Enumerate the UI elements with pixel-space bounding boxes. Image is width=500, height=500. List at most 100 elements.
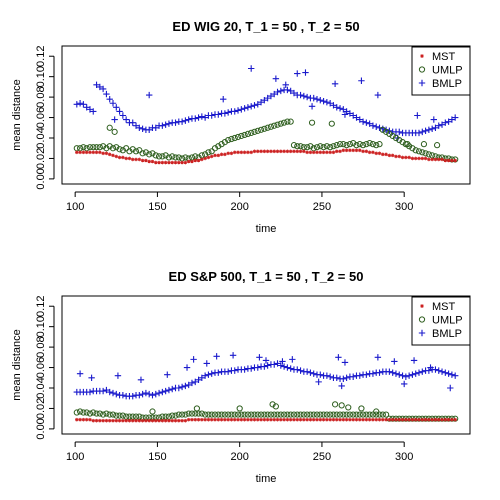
point-mst (128, 419, 132, 423)
point-bmlp (370, 370, 376, 376)
point-bmlp (111, 116, 117, 122)
point-mst (161, 161, 165, 165)
point-mst (434, 418, 438, 422)
point-mst (361, 418, 365, 422)
point-mst (325, 151, 329, 155)
point-bmlp (302, 69, 308, 75)
x-axis-label: time (256, 223, 277, 235)
point-mst (282, 149, 286, 153)
point-bmlp (350, 374, 356, 380)
point-umlp (281, 120, 286, 125)
point-bmlp (294, 70, 300, 76)
point-mst (177, 161, 181, 165)
point-bmlp (115, 373, 121, 379)
point-bmlp (159, 123, 165, 129)
point-mst (233, 151, 237, 155)
point-umlp (305, 145, 310, 150)
point-mst (141, 419, 145, 423)
point-mst (407, 156, 411, 160)
point-bmlp (113, 104, 119, 110)
point-mst (121, 419, 125, 423)
point-mst (315, 418, 319, 422)
point-mst (200, 418, 204, 422)
point-mst (404, 418, 408, 422)
point-bmlp (192, 115, 198, 121)
point-bmlp (283, 82, 289, 88)
point-umlp (209, 149, 214, 154)
point-mst (322, 151, 326, 155)
point-bmlp (324, 373, 330, 379)
point-umlp (110, 412, 115, 417)
y-tick-label: 0.12 (35, 46, 47, 67)
point-bmlp (399, 373, 405, 379)
point-mst (420, 418, 424, 422)
point-mst (312, 151, 316, 155)
x-tick-label: 200 (230, 201, 248, 213)
point-bmlp (130, 393, 136, 399)
point-mst (240, 418, 244, 422)
point-umlp (173, 413, 178, 418)
point-mst (105, 419, 109, 423)
point-bmlp (123, 116, 129, 122)
point-bmlp (436, 367, 442, 373)
point-mst (345, 418, 349, 422)
point-umlp (347, 142, 352, 147)
point-mst (108, 419, 112, 423)
legend-label-mst: MST (432, 51, 456, 63)
point-bmlp (195, 114, 201, 120)
point-bmlp (396, 129, 402, 135)
point-mst (437, 418, 441, 422)
point-mst (170, 161, 174, 165)
point-mst (91, 151, 95, 155)
point-mst (184, 161, 188, 165)
point-mst (124, 157, 128, 161)
point-mst (444, 159, 448, 163)
y-tick-label: 0.00 (35, 168, 47, 189)
point-umlp (242, 132, 247, 137)
point-mst (249, 418, 253, 422)
point-bmlp (324, 99, 330, 105)
point-umlp (183, 412, 188, 417)
point-mst (414, 418, 418, 422)
point-bmlp (337, 105, 343, 111)
point-bmlp (120, 392, 126, 398)
point-umlp (298, 144, 303, 149)
point-mst (128, 157, 132, 161)
point-mst (374, 418, 378, 422)
point-mst (207, 156, 211, 160)
point-mst (177, 419, 181, 423)
point-bmlp (315, 379, 321, 385)
point-mst (95, 419, 99, 423)
point-umlp (120, 413, 125, 418)
x-tick-label: 200 (230, 451, 248, 463)
point-bmlp (225, 109, 231, 115)
y-tick-label: 0.02 (35, 148, 47, 169)
point-mst (371, 151, 375, 155)
point-mst (444, 418, 448, 422)
point-bmlp (248, 103, 254, 109)
point-bmlp (162, 122, 168, 128)
point-mst (295, 149, 299, 153)
point-umlp (91, 410, 96, 415)
point-umlp (84, 410, 89, 415)
point-bmlp (335, 354, 341, 360)
point-bmlp (452, 373, 458, 379)
point-mst (259, 149, 263, 153)
point-mst (384, 418, 388, 422)
point-bmlp (342, 359, 348, 365)
point-mst (342, 148, 346, 152)
point-mst (388, 418, 392, 422)
point-bmlp (320, 98, 326, 104)
point-bmlp (225, 368, 231, 374)
point-bmlp (340, 376, 346, 382)
point-mst (414, 157, 418, 161)
point-mst (193, 159, 197, 163)
point-mst (305, 151, 309, 155)
point-mst (272, 418, 276, 422)
point-mst (210, 418, 214, 422)
point-bmlp (235, 107, 241, 113)
point-mst (388, 154, 392, 158)
point-umlp (189, 155, 194, 160)
point-mst (253, 418, 257, 422)
